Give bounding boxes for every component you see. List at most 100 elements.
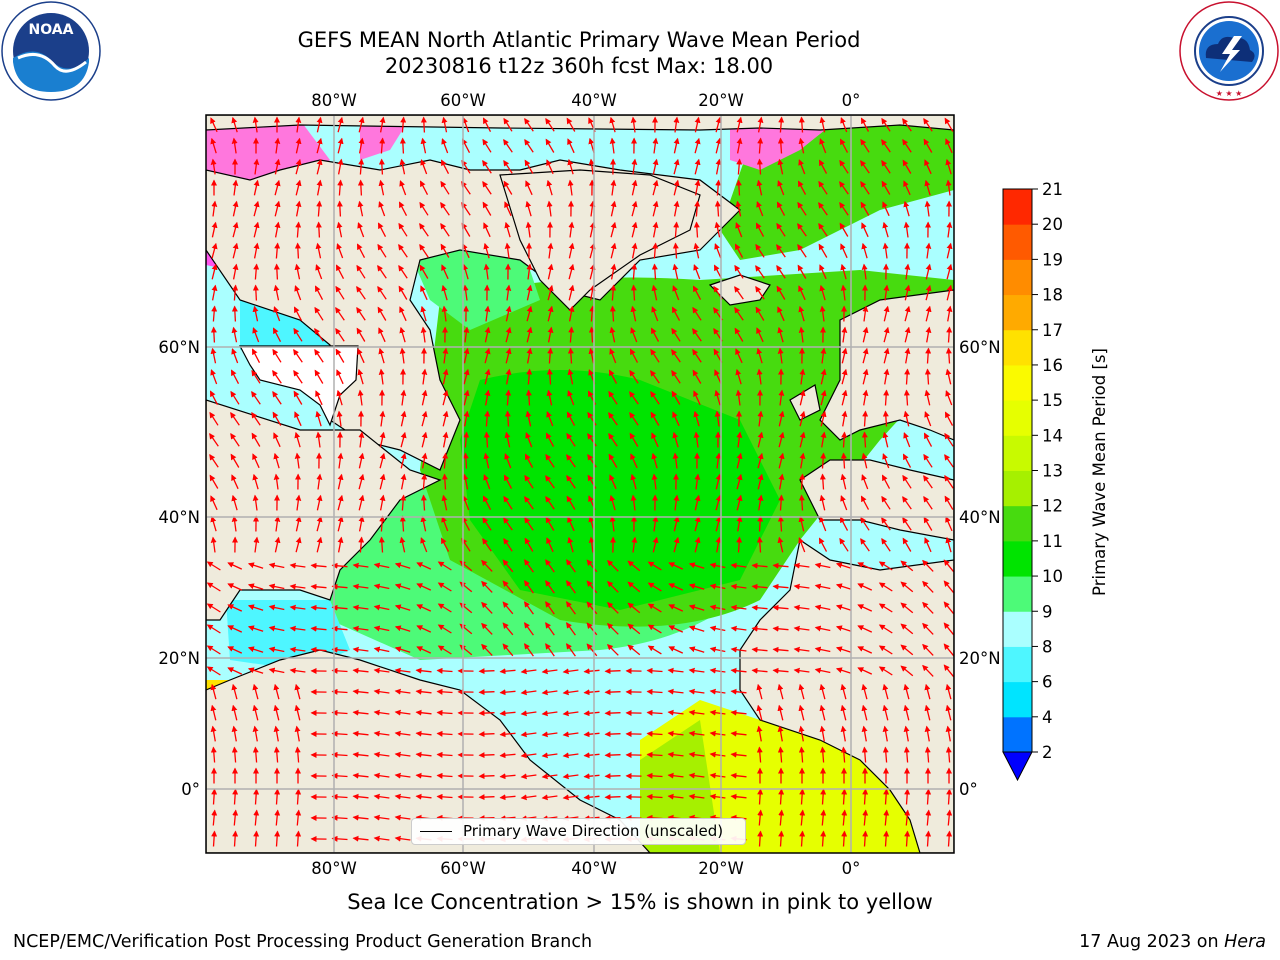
wave-arrow xyxy=(609,515,616,532)
wave-arrow xyxy=(793,583,810,590)
wave-arrow xyxy=(463,326,470,343)
wave-arrow xyxy=(735,179,742,196)
wave-arrow xyxy=(923,138,933,153)
wave-arrow xyxy=(839,159,849,174)
wave-arrow xyxy=(819,264,827,280)
wave-arrow xyxy=(777,704,784,721)
wave-arrow xyxy=(820,347,827,364)
wave-arrow xyxy=(945,158,952,175)
wave-arrow xyxy=(373,625,390,632)
wave-arrow xyxy=(756,179,763,196)
wave-arrow xyxy=(524,474,534,489)
wave-arrow xyxy=(694,536,701,553)
colorbar-tick-label: 9 xyxy=(1042,602,1053,621)
wave-arrow xyxy=(503,537,513,552)
wave-arrow xyxy=(924,368,931,385)
wave-arrow xyxy=(415,730,432,737)
wave-arrow xyxy=(310,583,327,590)
wave-arrow xyxy=(881,159,891,174)
wave-arrow xyxy=(797,243,807,258)
wave-arrow xyxy=(373,688,390,695)
wave-arrow xyxy=(442,389,449,406)
wave-arrow xyxy=(673,158,680,175)
colorbar-tick-label: 21 xyxy=(1042,180,1063,199)
wave-arrow xyxy=(293,348,303,363)
wave-arrow xyxy=(231,515,238,532)
wave-arrow xyxy=(520,668,537,675)
wave-arrow xyxy=(881,180,891,195)
wave-arrow xyxy=(567,347,574,364)
colorbar-segment xyxy=(1003,646,1032,683)
wave-arrow xyxy=(946,305,953,322)
wave-arrow xyxy=(651,432,659,448)
wave-arrow xyxy=(820,410,827,427)
wave-arrow xyxy=(377,264,387,279)
wave-arrow xyxy=(586,622,598,636)
wave-arrow xyxy=(499,731,516,738)
wave-arrow xyxy=(230,411,240,426)
wave-arrow xyxy=(924,704,931,721)
wave-arrow xyxy=(273,683,280,700)
wave-arrow xyxy=(437,561,452,571)
wave-arrow xyxy=(316,494,323,511)
wave-arrow xyxy=(209,474,219,489)
wave-arrow xyxy=(356,243,366,259)
lon-label: 60°W xyxy=(440,91,486,110)
wave-arrow xyxy=(757,473,764,490)
wave-arrow xyxy=(604,731,621,738)
wave-arrow xyxy=(903,683,910,700)
wave-arrow xyxy=(610,221,617,238)
wave-arrow xyxy=(209,390,219,406)
wave-arrow xyxy=(230,390,240,405)
wave-arrow xyxy=(394,625,411,632)
wave-arrow xyxy=(588,536,595,553)
wave-arrow xyxy=(436,667,453,674)
wave-arrow xyxy=(520,689,537,696)
wave-arrow xyxy=(608,390,618,405)
wave-arrow xyxy=(483,474,491,490)
wave-arrow xyxy=(671,390,681,405)
wave-arrow xyxy=(232,221,239,238)
wave-arrow xyxy=(840,117,848,133)
wave-arrow xyxy=(861,725,868,742)
lat-label: 20°N xyxy=(959,649,1001,668)
wave-arrow xyxy=(419,243,429,258)
wave-arrow xyxy=(861,222,869,238)
wave-arrow xyxy=(252,305,259,322)
wave-arrow xyxy=(735,200,742,217)
wave-arrow xyxy=(394,562,411,569)
wave-arrow xyxy=(798,704,805,721)
wave-arrow xyxy=(751,667,768,674)
wave-arrow xyxy=(314,306,324,321)
wave-arrow xyxy=(730,688,747,695)
wave-arrow xyxy=(211,200,218,217)
wave-arrow xyxy=(462,117,470,133)
wave-arrow xyxy=(735,368,742,385)
wave-arrow xyxy=(316,158,323,175)
wave-arrow xyxy=(630,453,638,469)
wave-arrow xyxy=(793,562,810,569)
wave-arrow xyxy=(482,117,492,133)
wave-arrow xyxy=(295,200,302,217)
wave-arrow xyxy=(840,725,847,742)
chart-title: GEFS MEAN North Atlantic Primary Wave Me… xyxy=(297,28,861,52)
wave-arrow xyxy=(400,452,407,469)
wave-arrow xyxy=(627,560,641,572)
wave-arrow xyxy=(878,645,893,655)
wave-arrow xyxy=(672,263,679,280)
wave-arrow xyxy=(881,117,891,132)
wave-arrow xyxy=(524,622,534,636)
wave-arrow xyxy=(606,643,619,656)
wave-arrow xyxy=(482,138,492,153)
colorbar-segment xyxy=(1003,611,1032,647)
wave-arrow xyxy=(483,222,491,238)
wave-arrow xyxy=(583,668,600,675)
wave-arrow xyxy=(798,305,805,322)
wave-arrow xyxy=(772,667,789,674)
wave-arrow xyxy=(482,159,492,174)
wave-arrow xyxy=(756,704,763,721)
wave-arrow xyxy=(608,453,618,468)
wave-arrow xyxy=(209,432,219,447)
wave-arrow xyxy=(668,562,684,570)
wave-arrow xyxy=(289,583,306,590)
